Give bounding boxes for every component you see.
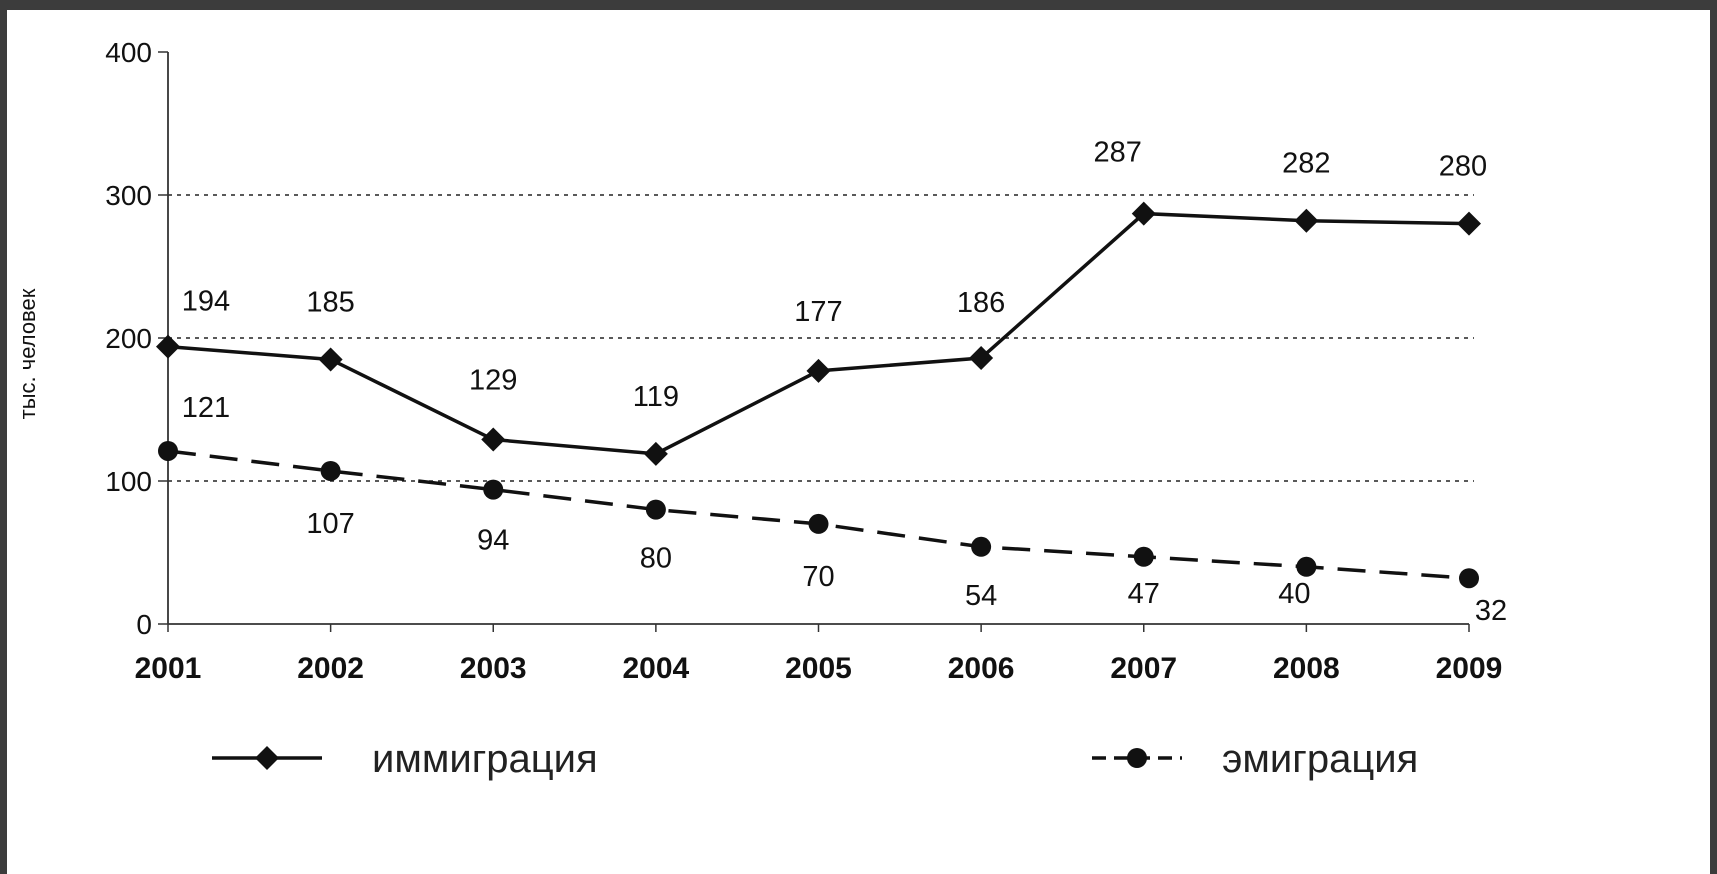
data-point-circle [808,513,829,534]
data-point-circle [158,440,178,461]
data-point-diamond [643,441,668,466]
series-emigration [158,440,1479,589]
data-label: 177 [794,296,842,328]
x-tick-label: 2004 [623,652,690,685]
data-point-diamond [481,427,506,452]
data-label: 280 [1439,151,1487,183]
data-point-diamond [806,358,831,383]
data-label: 107 [306,508,354,540]
x-tick-label: 2007 [1110,652,1177,685]
data-label: 282 [1282,148,1330,180]
legend-item-emigration: эмиграция [1092,737,1418,781]
data-point-diamond [1131,201,1156,226]
y-tick-label: 400 [105,37,152,68]
legend: иммиграция эмиграция [212,737,1418,781]
legend-marker-diamond [255,746,279,770]
data-label: 70 [802,561,834,593]
data-point-diamond [318,347,343,372]
data-label: 121 [182,392,230,424]
data-label: 47 [1128,578,1160,610]
series-immigration [156,201,1481,466]
data-point-diamond [1457,211,1481,236]
data-point-circle [1296,556,1317,577]
y-tick-labels: 0 100 200 300 400 [105,37,152,640]
x-tick-label: 2003 [460,652,527,685]
y-tick-label: 0 [136,609,152,640]
series [156,201,1481,589]
x-tick-label: 2006 [948,652,1015,685]
data-point-circle [320,460,341,481]
data-label: 54 [965,580,997,612]
data-point-circle [1133,546,1154,567]
y-tick-label: 100 [105,466,152,497]
data-label: 94 [477,525,509,557]
data-label: 129 [469,365,517,397]
data-point-diamond [969,346,994,371]
y-axis-label: тыс. человек [15,288,40,419]
axes [158,51,1470,632]
data-label: 119 [633,381,679,413]
data-point-diamond [1294,208,1319,233]
data-label: 80 [640,543,672,575]
data-point-diamond [156,334,180,359]
gridlines [168,194,1474,482]
data-label: 185 [306,286,354,318]
legend-label: эмиграция [1222,737,1418,781]
data-point-circle [483,479,504,500]
data-point-circle [971,536,992,557]
data-label: 40 [1278,578,1310,610]
y-tick-label: 200 [105,323,152,354]
x-tick-label: 2002 [297,652,364,685]
series-line [167,211,1470,456]
y-tick-label: 300 [105,180,152,211]
chart-frame: тыс. человек 0 100 200 300 400 2001 2002 2003 2… [7,10,1710,874]
legend-label: иммиграция [372,737,598,781]
x-tick-labels: 2001 2002 2003 2004 2005 2006 2007 2008 2009 [135,652,1503,685]
data-labels: 194 185 129 119 177 186 287 282 280 121 107 94 80 70 5… [182,137,1507,628]
x-tick-label: 2001 [135,652,202,685]
data-label: 287 [1094,137,1142,169]
data-label: 194 [182,286,230,318]
data-point-circle [645,499,666,520]
legend-item-immigration: иммиграция [212,737,598,781]
x-tick-label: 2009 [1436,652,1503,685]
x-tick-label: 2008 [1273,652,1340,685]
x-tick-label: 2005 [785,652,852,685]
data-point-circle [1459,568,1479,589]
legend-marker-circle [1127,748,1147,768]
data-label: 32 [1475,595,1507,627]
data-label: 186 [957,287,1005,319]
